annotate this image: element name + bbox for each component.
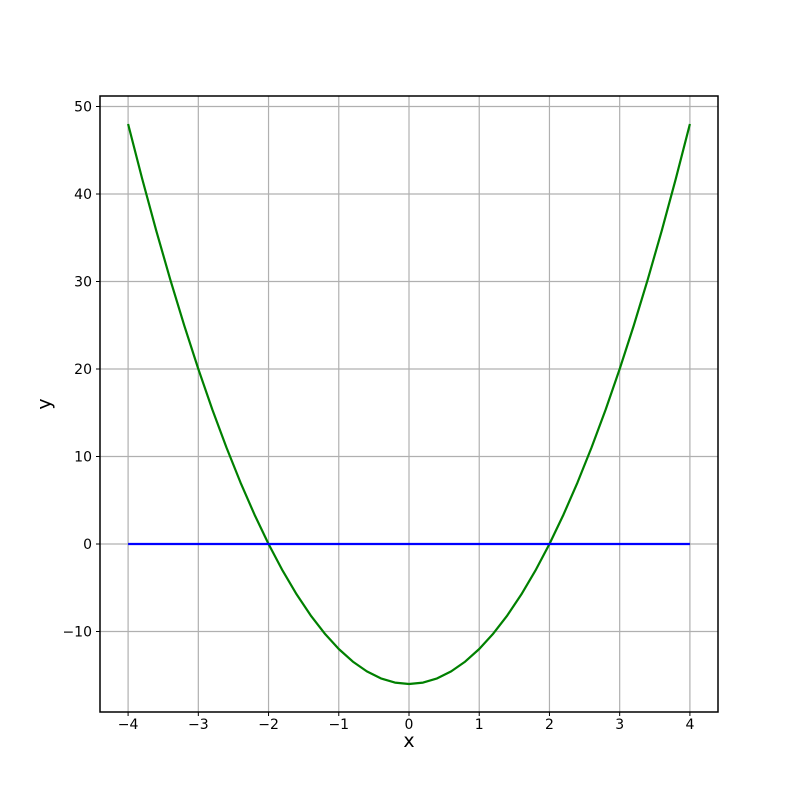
- y-axis-label: y: [33, 398, 56, 410]
- y-tick-label: 30: [74, 275, 92, 291]
- x-tick-label: 2: [545, 717, 554, 733]
- y-tick-label: −10: [62, 625, 92, 641]
- x-tick-label: −3: [188, 717, 209, 733]
- x-tick-label: 1: [475, 717, 484, 733]
- x-tick-label: 3: [615, 717, 624, 733]
- x-tick-label: 0: [405, 717, 414, 733]
- x-tick-label: −2: [258, 717, 279, 733]
- y-tick-label: 10: [74, 450, 92, 466]
- x-axis-label: x: [403, 730, 415, 752]
- green-parabola-line: [127, 123, 691, 686]
- y-tick-label: 20: [74, 362, 92, 378]
- y-tick-label: 0: [83, 537, 92, 553]
- y-tick-label: 40: [74, 187, 92, 203]
- y-tick-label: 50: [74, 100, 92, 116]
- x-tick-label: −4: [118, 717, 139, 733]
- x-tick-label: −1: [328, 717, 349, 733]
- x-tick-label: 4: [685, 717, 694, 733]
